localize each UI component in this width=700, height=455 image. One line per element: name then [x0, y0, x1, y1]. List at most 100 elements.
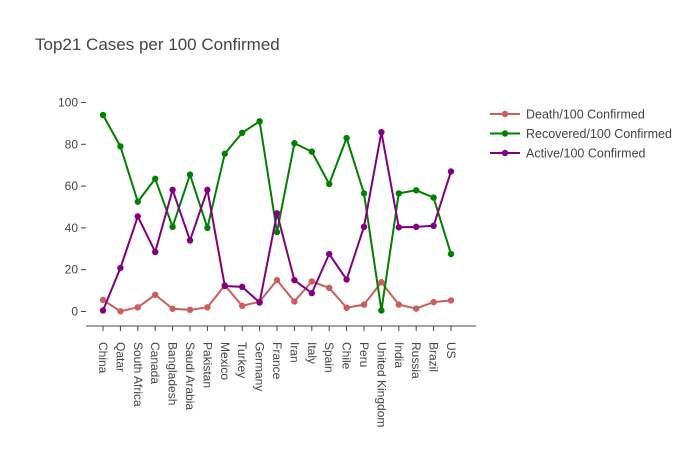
y-tick-label: 40 — [65, 221, 79, 235]
plot-area: 0 20 40 60 80 100 China Qatar South Africa Canada… — [58, 96, 476, 427]
data-point-active-100-confirmed — [360, 223, 368, 231]
y-tick-label: 100 — [58, 96, 78, 110]
data-point-death-100-confirmed — [447, 297, 455, 304]
data-point-death-100-confirmed — [239, 302, 246, 310]
data-point-recovered-100-confirmed — [256, 118, 263, 125]
data-point-death-100-confirmed — [413, 305, 420, 312]
data-point-recovered-100-confirmed — [117, 143, 124, 150]
data-point-active-100-confirmed — [117, 264, 124, 272]
legend-marker-recovered-100-confirmed — [501, 130, 509, 137]
data-point-active-100-confirmed — [99, 307, 107, 314]
data-point-death-100-confirmed — [430, 298, 437, 306]
y-tick-label: 20 — [65, 263, 79, 277]
data-point-death-100-confirmed — [204, 304, 211, 311]
x-tick-label: Iran — [287, 342, 301, 363]
data-point-recovered-100-confirmed — [273, 228, 281, 236]
x-tick-label: United Kingdom — [374, 342, 388, 427]
y-tick-label: 60 — [65, 179, 79, 193]
x-tick-label: France — [270, 342, 284, 380]
x-tick-label: Mexico — [218, 342, 232, 380]
data-point-active-100-confirmed — [169, 186, 176, 194]
legend-label-recovered-100-confirmed: Recovered/100 Confirmed — [526, 127, 672, 141]
legend[interactable]: Death/100 Confirmed Recovered/100 Confirm… — [490, 108, 672, 161]
data-point-active-100-confirmed — [239, 283, 246, 291]
data-point-active-100-confirmed — [204, 186, 211, 194]
data-point-death-100-confirmed — [134, 304, 141, 311]
data-point-recovered-100-confirmed — [221, 150, 228, 157]
data-point-death-100-confirmed — [326, 284, 333, 292]
data-point-death-100-confirmed — [378, 279, 385, 286]
data-point-recovered-100-confirmed — [413, 187, 420, 194]
x-tick-label: Canada — [148, 342, 162, 384]
x-tick-label: Italy — [305, 342, 319, 364]
data-point-active-100-confirmed — [273, 210, 281, 217]
x-tick-label: Qatar — [113, 342, 127, 372]
data-point-death-100-confirmed — [152, 291, 159, 298]
data-point-recovered-100-confirmed — [343, 134, 350, 142]
data-point-active-100-confirmed — [291, 276, 298, 284]
data-point-recovered-100-confirmed — [169, 223, 176, 231]
x-tick-label: Germany — [253, 342, 267, 391]
data-point-active-100-confirmed — [413, 223, 420, 231]
x-tick-label: Saudi Arabia — [183, 342, 197, 410]
data-point-death-100-confirmed — [395, 301, 402, 308]
x-tick-label: China — [96, 342, 110, 374]
data-point-recovered-100-confirmed — [378, 307, 385, 314]
data-point-recovered-100-confirmed — [430, 194, 437, 201]
data-point-recovered-100-confirmed — [134, 198, 141, 205]
y-tick-label: 0 — [71, 305, 78, 319]
data-point-recovered-100-confirmed — [204, 224, 211, 232]
data-point-recovered-100-confirmed — [186, 171, 194, 178]
data-point-active-100-confirmed — [256, 299, 263, 306]
x-tick-label: Chile — [340, 342, 354, 370]
data-point-recovered-100-confirmed — [308, 148, 315, 155]
legend-marker-active-100-confirmed — [501, 149, 509, 157]
data-point-active-100-confirmed — [134, 213, 141, 220]
x-tick-label: Turkey — [235, 342, 249, 378]
data-point-active-100-confirmed — [378, 128, 385, 136]
data-point-active-100-confirmed — [152, 248, 159, 256]
x-tick-label: Peru — [357, 342, 371, 367]
data-point-active-100-confirmed — [221, 282, 228, 290]
y-tick-label: 80 — [65, 137, 79, 151]
data-point-death-100-confirmed — [343, 304, 350, 311]
data-point-death-100-confirmed — [273, 276, 281, 284]
x-tick-label: Russia — [409, 342, 423, 379]
data-point-recovered-100-confirmed — [291, 140, 298, 147]
data-point-recovered-100-confirmed — [395, 190, 402, 197]
data-point-death-100-confirmed — [308, 278, 315, 285]
data-point-recovered-100-confirmed — [447, 250, 455, 258]
data-point-active-100-confirmed — [326, 250, 333, 258]
data-point-recovered-100-confirmed — [152, 175, 159, 182]
x-tick-label: US — [444, 342, 458, 359]
data-point-death-100-confirmed — [360, 301, 368, 308]
x-tick-label: Brazil — [427, 342, 441, 372]
data-point-active-100-confirmed — [343, 276, 350, 283]
x-tick-label: Pakistan — [200, 342, 214, 388]
legend-label-death-100-confirmed: Death/100 Confirmed — [526, 108, 645, 122]
x-tick-label: South Africa — [131, 342, 145, 407]
data-point-recovered-100-confirmed — [326, 180, 333, 188]
data-point-active-100-confirmed — [186, 237, 194, 244]
x-tick-label: Spain — [322, 342, 336, 373]
data-point-recovered-100-confirmed — [239, 129, 246, 137]
legend-label-active-100-confirmed: Active/100 Confirmed — [526, 147, 646, 161]
chart-title: Top21 Cases per 100 Confirmed — [35, 35, 280, 54]
data-point-active-100-confirmed — [430, 222, 437, 230]
series-line-active-100-confirmed — [102, 131, 452, 311]
data-point-active-100-confirmed — [447, 168, 455, 175]
legend-marker-death-100-confirmed — [501, 110, 509, 118]
x-tick-label: Bangladesh — [166, 342, 180, 405]
data-point-active-100-confirmed — [308, 289, 315, 297]
data-point-death-100-confirmed — [186, 306, 194, 314]
data-point-death-100-confirmed — [169, 305, 176, 312]
x-tick-label: India — [392, 342, 406, 368]
data-point-death-100-confirmed — [99, 296, 107, 304]
data-point-recovered-100-confirmed — [99, 111, 107, 119]
data-point-recovered-100-confirmed — [360, 190, 368, 197]
data-point-active-100-confirmed — [395, 224, 402, 231]
data-point-death-100-confirmed — [117, 308, 124, 315]
data-point-death-100-confirmed — [291, 298, 298, 305]
